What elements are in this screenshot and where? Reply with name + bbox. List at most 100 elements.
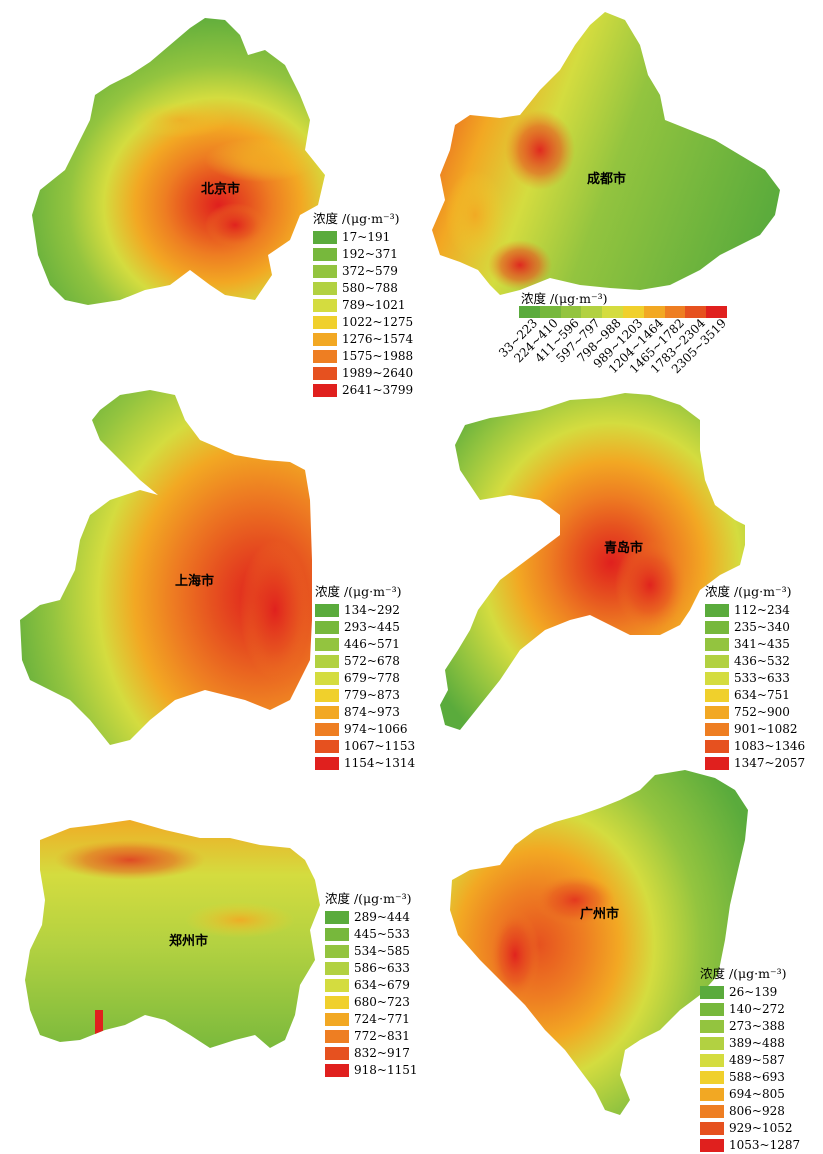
legend-swatch [700,1054,724,1067]
legend-label: 289~444 [354,910,410,924]
legend-swatch [315,723,339,736]
legend-item: 680~723 [325,994,418,1011]
legend-item: 26~139 [700,984,800,1001]
legend-swatch [313,248,337,261]
legend-swatch [313,333,337,346]
legend-swatch [325,996,349,1009]
legend-swatch [705,723,729,736]
legend-label: 1989~2640 [342,366,414,380]
legend-swatch [315,672,339,685]
legend-swatch [325,1030,349,1043]
legend-label: 134~292 [344,603,400,617]
legend-swatch [643,306,665,318]
legend-swatch [313,367,337,380]
legend-swatch [315,604,339,617]
legend-swatch [700,1003,724,1016]
legend-shanghai: 浓度 /(μg·m⁻³) 134~292 293~445 446~571 572… [315,583,415,772]
legend-swatch [705,604,729,617]
legend-label: 586~633 [354,961,410,975]
legend-swatch [602,306,623,318]
city-label-shanghai: 上海市 [175,574,215,589]
legend-label: 389~488 [729,1036,785,1050]
legend-label: 634~751 [734,688,790,702]
legend-title: 浓度 /(μg·m⁻³) [521,291,608,306]
legend-swatch [539,306,561,318]
legend-label: 694~805 [729,1087,785,1101]
legend-item: 929~1052 [700,1120,800,1137]
legend-label: 634~679 [354,978,410,992]
legend-beijing: 浓度 /(μg·m⁻³) 17~191 192~371 372~579 580~… [313,210,413,399]
legend-title: 浓度 /(μg·m⁻³) [325,891,412,906]
legend-label: 112~234 [734,603,790,617]
legend-swatch [700,1020,724,1033]
legend-swatch [705,706,729,719]
legend-item: 192~371 [313,246,413,263]
legend-title: 浓度 /(μg·m⁻³) [315,584,402,599]
legend-item: 140~272 [700,1001,800,1018]
chengdu-map [432,12,780,295]
legend-item: 1053~1287 [700,1137,800,1154]
legend-swatch [325,945,349,958]
legend-swatch [705,655,729,668]
legend-swatch [313,282,337,295]
legend-zhengzhou: 浓度 /(μg·m⁻³) 289~444 445~533 534~585 586… [325,890,418,1079]
legend-item: 2641~3799 [313,382,413,399]
legend-label: 1276~1574 [342,332,414,346]
legend-item: 289~444 [325,909,418,926]
legend-label: 1067~1153 [344,739,416,753]
legend-swatch [706,306,727,318]
legend-label: 372~579 [342,264,398,278]
legend-item: 779~873 [315,687,415,704]
legend-item: 1154~1314 [315,755,415,772]
legend-item: 389~488 [700,1035,800,1052]
legend-swatch [700,986,724,999]
legend-swatch [664,306,686,318]
legend-item: 534~585 [325,943,418,960]
city-label-chengdu: 成都市 [587,172,627,187]
legend-swatch [315,638,339,651]
legend-swatch [325,1047,349,1060]
legend-swatch [325,928,349,941]
legend-label: 235~340 [734,620,790,634]
legend-item: 533~633 [705,670,805,687]
legend-label: 832~917 [354,1046,410,1060]
legend-label: 874~973 [344,705,400,719]
legend-label: 17~191 [342,230,391,244]
legend-label: 680~723 [354,995,410,1009]
legend-item: 134~292 [315,602,415,619]
legend-label: 789~1021 [342,298,406,312]
legend-swatch [315,621,339,634]
legend-item: 724~771 [325,1011,418,1028]
legend-qingdao: 浓度 /(μg·m⁻³) 112~234 235~340 341~435 436… [705,583,805,772]
legend-label: 293~445 [344,620,400,634]
legend-label: 588~693 [729,1070,785,1084]
shanghai-map [20,390,312,745]
legend-swatch [705,757,729,770]
legend-label: 533~633 [734,671,790,685]
legend-item: 918~1151 [325,1062,418,1079]
zhengzhou-map [25,820,320,1048]
legend-swatch [705,689,729,702]
map-canvas [20,12,780,1115]
legend-item: 489~587 [700,1052,800,1069]
legend-title: 浓度 /(μg·m⁻³) [705,584,792,599]
legend-swatch [705,672,729,685]
legend-swatch [519,306,540,318]
legend-swatch [313,231,337,244]
legend-item: 586~633 [325,960,418,977]
legend-label: 2641~3799 [342,383,414,397]
legend-swatch [700,1105,724,1118]
legend-swatch [313,299,337,312]
legend-swatch [315,740,339,753]
legend-swatch [705,638,729,651]
legend-swatch [315,757,339,770]
legend-swatch [325,1064,349,1077]
legend-label: 779~873 [344,688,400,702]
legend-swatch [315,706,339,719]
legend-swatch [325,962,349,975]
legend-colorbar [519,306,727,318]
legend-item: 1347~2057 [705,755,805,772]
legend-item: 1083~1346 [705,738,805,755]
legend-label: 445~533 [354,927,410,941]
legend-label: 929~1052 [729,1121,793,1135]
